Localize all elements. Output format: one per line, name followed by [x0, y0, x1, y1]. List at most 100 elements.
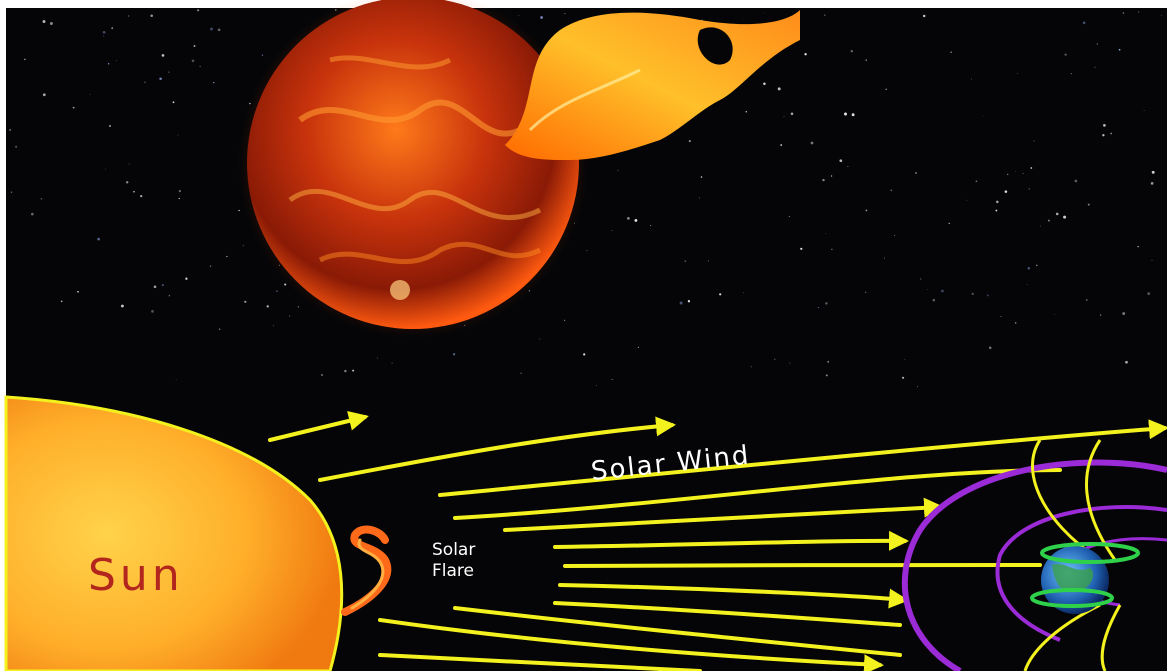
star [150, 14, 153, 18]
star [627, 217, 630, 220]
star [97, 237, 100, 241]
star [168, 71, 170, 73]
star [1026, 283, 1028, 285]
star [266, 305, 269, 308]
star [750, 366, 752, 368]
star [109, 125, 111, 127]
star [1040, 225, 1042, 227]
star [817, 307, 819, 309]
star [763, 82, 766, 86]
star [707, 260, 709, 262]
star [272, 325, 274, 327]
star [790, 112, 794, 116]
star [31, 212, 34, 216]
star [698, 197, 700, 199]
star [1004, 190, 1008, 193]
star [199, 65, 201, 67]
star [975, 180, 978, 183]
star [24, 58, 26, 61]
star [822, 178, 825, 182]
star [800, 247, 803, 250]
diagram-sun [4, 395, 344, 671]
star [1047, 219, 1050, 222]
star [40, 197, 43, 200]
star [261, 54, 264, 56]
star [1070, 73, 1072, 75]
star [1102, 134, 1105, 137]
star [128, 163, 130, 165]
star [719, 293, 722, 296]
star [1096, 43, 1099, 45]
star [865, 209, 868, 212]
star [1000, 316, 1002, 317]
star [1161, 15, 1162, 16]
star [932, 298, 936, 302]
star [1151, 170, 1155, 174]
star [1014, 322, 1017, 324]
star [831, 248, 833, 250]
star [1122, 312, 1126, 315]
star [133, 190, 135, 193]
star [617, 169, 619, 171]
star [193, 44, 196, 48]
star [238, 209, 240, 212]
star [210, 27, 213, 31]
star [824, 14, 826, 16]
photo-sun [238, 0, 588, 338]
star [890, 189, 893, 192]
star [634, 218, 638, 222]
star [72, 106, 75, 109]
star [15, 145, 18, 148]
star [650, 225, 652, 226]
star [902, 376, 905, 379]
star [144, 81, 146, 83]
star [42, 93, 46, 97]
star [178, 197, 180, 200]
star [1103, 124, 1106, 127]
star [125, 181, 129, 184]
star [185, 277, 188, 280]
left-border [0, 0, 6, 671]
star [178, 190, 181, 193]
star [1064, 53, 1067, 56]
star [893, 234, 895, 236]
star [1086, 299, 1088, 301]
star [1036, 264, 1038, 267]
star [217, 28, 221, 32]
star [1028, 188, 1030, 190]
star [1150, 182, 1154, 185]
star [1125, 360, 1128, 364]
star [177, 134, 179, 136]
star [742, 292, 744, 294]
star [151, 310, 154, 313]
star [168, 294, 171, 297]
star [1087, 203, 1090, 206]
star [321, 374, 323, 376]
star [583, 353, 586, 356]
star [586, 249, 588, 251]
star [996, 200, 999, 204]
star [376, 357, 378, 359]
star [851, 113, 855, 117]
star [116, 60, 117, 62]
star [128, 15, 130, 17]
star [102, 30, 106, 34]
star [103, 35, 105, 37]
star [1099, 314, 1102, 316]
star [611, 378, 613, 381]
star [1015, 171, 1016, 172]
star [1063, 215, 1067, 219]
star [1022, 173, 1024, 174]
star [564, 319, 566, 321]
star [745, 111, 748, 113]
star [948, 222, 950, 225]
star [679, 301, 683, 305]
star [242, 245, 244, 247]
star [111, 27, 113, 29]
star [988, 346, 992, 350]
star [986, 294, 989, 297]
star [520, 372, 522, 374]
star [161, 54, 165, 57]
star [49, 22, 53, 25]
star [1147, 292, 1151, 295]
